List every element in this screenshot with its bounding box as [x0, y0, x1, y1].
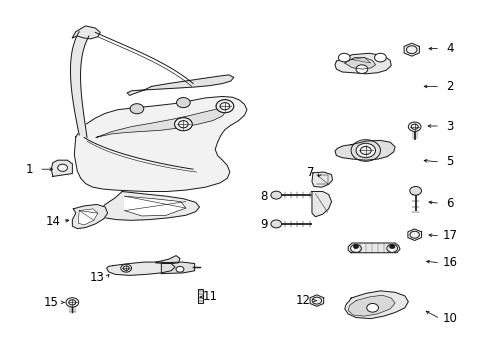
Circle shape — [121, 264, 131, 272]
Text: 1: 1 — [25, 163, 33, 176]
Circle shape — [176, 98, 190, 108]
Text: 11: 11 — [203, 291, 217, 303]
Circle shape — [176, 266, 183, 272]
Polygon shape — [198, 289, 203, 303]
Text: 6: 6 — [445, 197, 453, 210]
Polygon shape — [403, 43, 419, 56]
Polygon shape — [347, 243, 399, 253]
Text: 14: 14 — [45, 215, 60, 228]
Polygon shape — [311, 192, 331, 217]
Text: 17: 17 — [442, 229, 456, 242]
Polygon shape — [96, 107, 225, 138]
Circle shape — [366, 303, 378, 312]
Text: 10: 10 — [442, 312, 456, 325]
Circle shape — [174, 118, 192, 131]
Polygon shape — [72, 26, 100, 39]
Circle shape — [130, 104, 143, 114]
Text: 2: 2 — [445, 80, 453, 93]
Polygon shape — [72, 204, 107, 229]
Polygon shape — [344, 58, 375, 69]
Text: 3: 3 — [445, 120, 453, 132]
Text: 13: 13 — [89, 271, 104, 284]
Polygon shape — [124, 196, 185, 216]
Circle shape — [353, 245, 358, 248]
Polygon shape — [155, 256, 180, 264]
Circle shape — [338, 53, 349, 62]
Polygon shape — [347, 295, 394, 316]
Polygon shape — [311, 172, 332, 187]
Text: 4: 4 — [445, 42, 453, 55]
Text: 12: 12 — [295, 294, 310, 307]
Circle shape — [409, 186, 421, 195]
Polygon shape — [106, 262, 175, 275]
Circle shape — [270, 220, 281, 228]
Polygon shape — [51, 160, 72, 176]
Circle shape — [374, 53, 386, 62]
Circle shape — [386, 244, 397, 252]
Circle shape — [389, 245, 394, 248]
Polygon shape — [344, 291, 407, 319]
Polygon shape — [78, 209, 98, 225]
Circle shape — [407, 122, 420, 131]
Text: 7: 7 — [306, 166, 314, 179]
Text: 15: 15 — [44, 296, 59, 309]
Polygon shape — [70, 32, 89, 138]
Text: 5: 5 — [445, 156, 453, 168]
Polygon shape — [161, 262, 194, 274]
Circle shape — [58, 164, 67, 171]
Polygon shape — [309, 295, 323, 306]
Circle shape — [355, 143, 375, 158]
Text: 16: 16 — [442, 256, 456, 269]
Circle shape — [66, 298, 79, 307]
Circle shape — [216, 100, 233, 113]
Polygon shape — [127, 75, 233, 95]
Polygon shape — [100, 192, 199, 220]
Circle shape — [216, 100, 233, 113]
Polygon shape — [74, 96, 246, 192]
Circle shape — [355, 65, 367, 73]
Text: 8: 8 — [260, 190, 267, 203]
Text: 9: 9 — [260, 219, 267, 231]
Circle shape — [270, 191, 281, 199]
Circle shape — [350, 244, 361, 252]
Polygon shape — [334, 53, 390, 74]
Circle shape — [174, 118, 192, 131]
Polygon shape — [334, 140, 394, 160]
Polygon shape — [407, 229, 421, 240]
